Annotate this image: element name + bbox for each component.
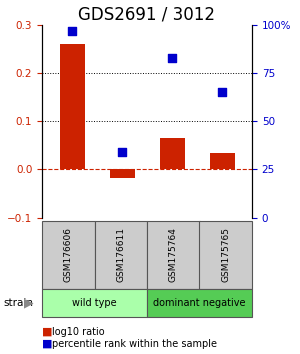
Text: wild type: wild type — [72, 298, 117, 308]
Text: dominant negative: dominant negative — [153, 298, 246, 308]
Point — [169, 55, 174, 61]
Bar — [209, 153, 235, 170]
Text: ▶: ▶ — [24, 296, 33, 309]
Text: percentile rank within the sample: percentile rank within the sample — [52, 339, 218, 349]
Point — [220, 90, 224, 95]
Bar — [110, 170, 134, 178]
Text: GSM176606: GSM176606 — [64, 227, 73, 282]
Title: GDS2691 / 3012: GDS2691 / 3012 — [79, 5, 215, 23]
Text: GSM176611: GSM176611 — [116, 227, 125, 282]
Text: log10 ratio: log10 ratio — [52, 327, 105, 337]
Text: GSM175764: GSM175764 — [169, 227, 178, 282]
Bar — [59, 44, 85, 170]
Text: ■: ■ — [42, 339, 52, 349]
Text: GSM175765: GSM175765 — [221, 227, 230, 282]
Text: ■: ■ — [42, 327, 52, 337]
Point — [70, 28, 74, 33]
Bar — [160, 138, 184, 170]
Point — [120, 149, 124, 155]
Text: strain: strain — [3, 298, 33, 308]
